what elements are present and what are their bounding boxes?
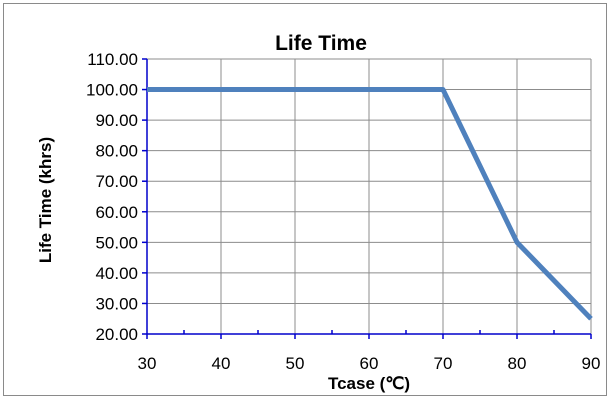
x-tick-label: 50: [286, 354, 305, 373]
y-tick-label: 90.00: [95, 111, 138, 130]
series-line: [147, 87, 593, 321]
y-tick-labels: 20.00 30.00 40.00 50.00 60.00 70.00 80.00 90.00…: [86, 50, 138, 344]
y-tick-label: 100.00: [86, 81, 138, 100]
x-tick-label: 90: [582, 354, 601, 373]
x-tick-label: 60: [360, 354, 379, 373]
y-tick-label: 30.00: [95, 294, 138, 313]
grid-lines: [147, 58, 592, 334]
y-tick-label: 50.00: [95, 233, 138, 252]
y-axis-label: Life Time (khrs): [36, 137, 55, 263]
x-tick-label: 40: [212, 354, 231, 373]
chart-frame: [3, 3, 607, 396]
x-tick-label: 30: [138, 354, 157, 373]
x-tick-label: 80: [508, 354, 527, 373]
x-tick-labels: 30 40 50 60 70 80 90: [138, 354, 601, 373]
y-tick-label: 60.00: [95, 203, 138, 222]
chart-title: Life Time: [275, 32, 367, 55]
y-tick-label: 110.00: [87, 50, 138, 69]
y-tick-label: 40.00: [95, 264, 138, 283]
x-tick-label: 70: [434, 354, 453, 373]
y-tick-label: 70.00: [95, 172, 138, 191]
y-tick-label: 80.00: [95, 142, 138, 161]
y-tick-label: 20.00: [95, 325, 138, 344]
axes: [142, 58, 592, 339]
series-layer: [147, 87, 593, 321]
x-axis-label: Tcase (℃): [328, 374, 410, 393]
